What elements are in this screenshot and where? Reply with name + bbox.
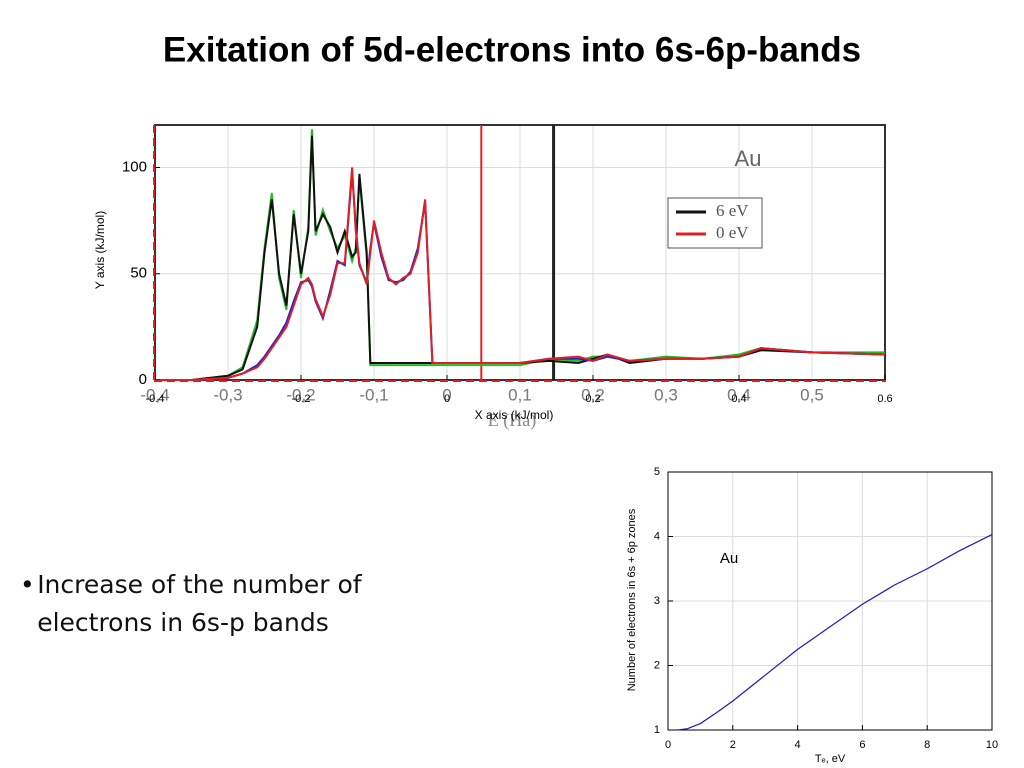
x-tick-label: 8 bbox=[924, 739, 930, 751]
inner-x-tick-label: 0,2 bbox=[581, 385, 605, 404]
x-tick-label: 2 bbox=[730, 739, 736, 751]
y-tick-label: 3 bbox=[654, 595, 660, 607]
x-tick-label: 0.6 bbox=[877, 393, 892, 405]
inner-x-tick-label: 0,5 bbox=[800, 385, 824, 404]
inner-x-tick-label: 0,3 bbox=[654, 385, 678, 404]
y-tick-label: 2 bbox=[654, 659, 660, 671]
x-tick-label: 0 bbox=[444, 393, 450, 405]
y-axis-label: Y axis (kJ/mol) bbox=[93, 211, 107, 289]
legend-label: 6 eV bbox=[716, 201, 749, 220]
bullet-dot: • bbox=[20, 570, 35, 599]
inner-x-tick-label: 0,1 bbox=[508, 385, 532, 404]
inner-x-tick-label: -0,4 bbox=[140, 385, 169, 404]
annotation: Au bbox=[735, 146, 762, 171]
inner-x-tick-label: 0,4 bbox=[727, 385, 751, 404]
x-tick-label: 10 bbox=[986, 739, 998, 751]
annotation: Au bbox=[720, 550, 738, 567]
inner-x-tick-label: -0,2 bbox=[286, 385, 315, 404]
x-tick-label: -0.4 bbox=[146, 393, 165, 405]
inner-x-tick-label: -0,3 bbox=[213, 385, 242, 404]
bullet: • Increase of the number of electrons in … bbox=[20, 566, 420, 642]
x-tick-label: 4 bbox=[795, 739, 801, 751]
x-axis-label: X axis (kJ/mol) bbox=[475, 408, 554, 422]
legend-label: 0 eV bbox=[716, 223, 749, 242]
y-axis-label: Number of electrons in 6s + 6p zones bbox=[626, 508, 638, 691]
series-line bbox=[677, 534, 993, 731]
x-tick-label: 0.2 bbox=[585, 393, 600, 405]
legend-box bbox=[667, 197, 763, 249]
y-tick-label: 5 bbox=[654, 466, 660, 478]
y-tick-label: 4 bbox=[654, 530, 660, 542]
x-tick-label: 6 bbox=[859, 739, 865, 751]
slide-title: Exitation of 5d-electrons into 6s-6p-ban… bbox=[163, 30, 861, 69]
y-tick-label: 100 bbox=[122, 158, 147, 175]
y-tick-label: 0 bbox=[139, 371, 147, 388]
inner-x-label: E (Ha) bbox=[488, 410, 536, 431]
x-tick-label: -0.2 bbox=[292, 393, 311, 405]
inner-x-tick-label: 0 bbox=[442, 385, 451, 404]
x-tick-label: 0 bbox=[665, 739, 671, 751]
inner-x-tick-label: -0,1 bbox=[359, 385, 388, 404]
x-tick-label: 0.4 bbox=[731, 393, 746, 405]
bullet-text: Increase of the number of electrons in 6… bbox=[37, 570, 362, 637]
x-axis-label: Tₑ, eV bbox=[815, 753, 846, 765]
series-line bbox=[155, 167, 886, 381]
y-tick-label: 50 bbox=[130, 265, 147, 282]
y-tick-label: 1 bbox=[654, 724, 660, 736]
